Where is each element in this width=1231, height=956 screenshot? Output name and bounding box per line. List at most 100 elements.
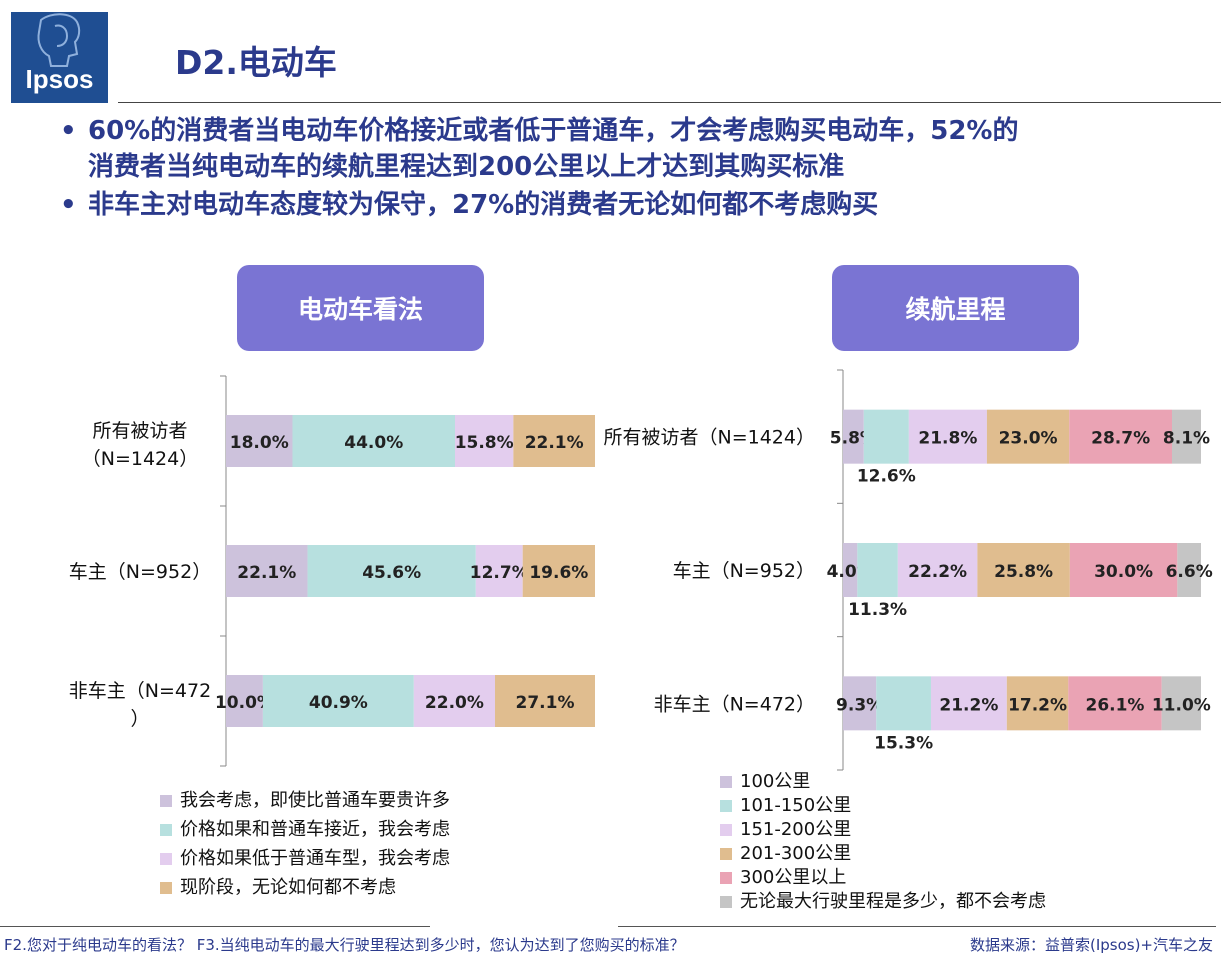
data-label: 30.0% [1094,562,1153,582]
bar-segment [876,676,931,731]
legend-label: 现阶段，无论如何都不考虑 [180,877,396,898]
data-label: 12.6% [857,467,916,487]
category-label: 车主（N=952） [69,561,211,583]
bar-segment [475,545,523,597]
legend-item: 300公里以上 [720,866,1046,890]
legend-item: 现阶段，无论如何都不考虑 [160,873,450,902]
legend-label: 无论最大行驶里程是多少，都不会考虑 [740,891,1046,912]
bar-segment [413,675,496,727]
data-label: 22.2% [908,562,967,582]
bullet-1-line-1: 60%的消费者当电动车价格接近或者低于普通车，才会考虑购买电动车，52%的 [88,116,1019,146]
bar-segment [843,543,858,597]
bar-segment [455,415,514,467]
bar-segment [226,415,293,467]
legend-swatch [720,776,732,788]
data-label: 15.8% [455,433,514,453]
legend-item: 无论最大行驶里程是多少，都不会考虑 [720,890,1046,914]
bar-segment [863,409,909,464]
bullet-1: • 60%的消费者当电动车价格接近或者低于普通车，才会考虑购买电动车，52%的 … [60,113,1220,185]
legend-swatch [160,881,172,894]
data-label: 25.8% [994,562,1053,582]
bar-segment [513,415,595,467]
legend-item: 100公里 [720,770,1046,794]
data-label: 15.3% [874,733,933,753]
bullet-2-line-1: 非车主对电动车态度较为保守，27%的消费者无论如何都不考虑购买 [88,190,879,220]
bar-segment [262,675,414,727]
bar-segment [1068,676,1162,731]
legend-item: 101-150公里 [720,794,1046,818]
opinion-panel-title: 电动车看法 [237,265,484,351]
legend-swatch [720,896,732,908]
data-label: 9.3% [836,695,883,715]
category-label-line-2: （N=1424） [82,448,199,470]
bullet-1-line-2: 消费者当纯电动车的续航里程达到200公里以上才达到其购买标准 [88,152,845,182]
data-label: 19.6% [529,563,588,583]
category-label: 所有被访者（N=1424） [604,427,816,449]
category-label: 所有被访者 [92,420,187,442]
legend-swatch [160,852,172,865]
ipsos-logo: Ipsos [11,12,108,103]
title-divider [118,102,1221,103]
bar-segment [1172,409,1201,464]
data-label: 8.1% [1163,429,1210,449]
opinion-legend: 我会考虑，即使比普通车要贵许多 价格如果和普通车接近，我会考虑 价格如果低于普通车型… [160,786,450,902]
data-label: 27.1% [516,693,575,713]
opinion-chart: 所有被访者 （N=1424） 18.0% 44.0% 15.8% 22.1% 车主（N=95… [69,375,595,767]
bar-segment [1069,409,1173,464]
head-silhouette-icon [37,13,81,67]
logo-wordmark: Ipsos [25,64,94,94]
category-label-line-2: ） [130,708,149,730]
bar-segment [226,675,263,727]
data-label: 40.9% [309,693,368,713]
data-label: 18.0% [230,433,289,453]
data-label: 22.1% [525,433,584,453]
data-label: 11.3% [848,600,907,620]
bar-segment [522,545,595,597]
footer-divider-left [0,926,430,927]
data-label: 6.6% [1166,562,1213,582]
legend-label: 300公里以上 [740,867,847,888]
legend-label: 101-150公里 [740,795,852,816]
data-label: 23.0% [999,429,1058,449]
data-label: 11.0% [1152,695,1211,715]
legend-swatch [720,848,732,860]
bar-segment [1177,543,1201,597]
legend-swatch [720,872,732,884]
bar-segment [857,543,898,597]
category-label: 非车主（N=472 [69,680,211,702]
data-label: 26.1% [1085,695,1144,715]
category-label: 车主（N=952） [673,560,815,582]
legend-label: 151-200公里 [740,819,852,840]
bar-segment [843,676,877,731]
category-label: 非车主（N=472） [654,693,815,715]
bar-segment [897,543,978,597]
bar-segment [843,409,864,464]
bar-segment [1006,676,1069,731]
bar-segment [1161,676,1201,731]
data-label: 22.0% [425,693,484,713]
bullet-2: • 非车主对电动车态度较为保守，27%的消费者无论如何都不考虑购买 [60,187,1220,223]
legend-swatch [160,823,172,836]
legend-item: 201-300公里 [720,842,1046,866]
data-label: 21.2% [939,695,998,715]
bullet-dot: • [60,190,77,220]
footer-source-note: 数据来源：益普索(Ipsos)+汽车之友 [969,936,1213,954]
page-title: D2.电动车 [175,43,337,82]
range-legend: 100公里 101-150公里 151-200公里 201-300公里 300公里以上无… [720,770,1046,914]
range-panel-title: 续航里程 [832,265,1079,351]
data-label: 45.6% [362,563,421,583]
bar-segment [307,545,476,597]
bar-segment [930,676,1007,731]
bar-segment [986,409,1070,464]
legend-swatch [720,800,732,812]
data-label: 21.8% [918,429,977,449]
bar-segment [226,545,308,597]
data-label: 17.2% [1008,695,1067,715]
legend-item: 我会考虑，即使比普通车要贵许多 [160,786,450,815]
bar-segment [1069,543,1178,597]
bar-segment [495,675,595,727]
legend-item: 151-200公里 [720,818,1046,842]
legend-label: 我会考虑，即使比普通车要贵许多 [180,790,450,811]
legend-label: 价格如果低于普通车型，我会考虑 [180,848,450,869]
legend-label: 价格如果和普通车接近，我会考虑 [180,819,450,840]
